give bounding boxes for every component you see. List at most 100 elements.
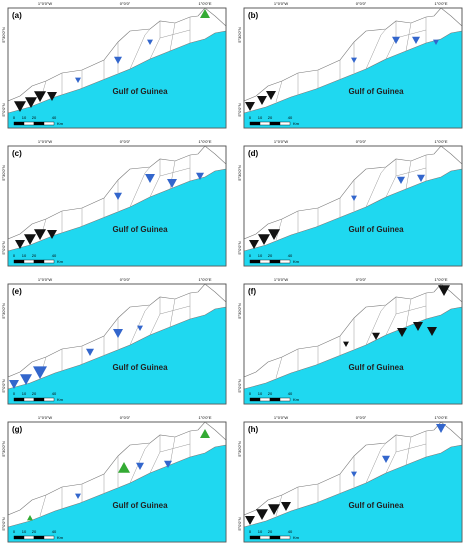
- longitude-label: 0°0'0": [356, 277, 367, 282]
- trend-down-marker: [438, 285, 450, 296]
- scale-bar-segment: [259, 535, 271, 540]
- latitude-label: 5°0'0"N: [237, 241, 242, 254]
- panel-label: (f): [248, 287, 256, 296]
- trend-down-marker: [136, 462, 144, 470]
- trend-down-marker: [343, 341, 349, 347]
- latitude-label: 5°30'0"N: [1, 303, 6, 319]
- scale-label: 10: [22, 253, 27, 258]
- latitude-label: 5°30'0"N: [1, 27, 6, 43]
- scale-label: 0: [249, 529, 252, 534]
- scale-bar-segment: [13, 535, 25, 540]
- longitude-label: 1°0'0"E: [198, 1, 211, 6]
- panel-label: (a): [12, 11, 22, 20]
- sea: [8, 169, 226, 266]
- sea: [8, 307, 226, 404]
- latitude-label: 5°30'0"N: [237, 303, 242, 319]
- scale-label: 0: [13, 391, 16, 396]
- trend-down-marker: [47, 230, 57, 239]
- scale-bar-segment: [279, 121, 291, 126]
- longitude-label: 1°0'0"E: [198, 139, 211, 144]
- trend-down-marker: [412, 36, 420, 44]
- latitude-label: 5°0'0"N: [237, 103, 242, 116]
- sea: [244, 169, 462, 266]
- scale-label: 0: [13, 115, 16, 120]
- scale-bar-segment: [43, 397, 55, 402]
- scale-bar-segment: [23, 259, 35, 264]
- scale-label: 40: [52, 391, 57, 396]
- scale-bar-segment: [279, 397, 291, 402]
- scale-unit: Km: [293, 259, 300, 264]
- trend-down-marker: [268, 229, 280, 240]
- trend-down-marker: [249, 240, 259, 249]
- trend-up-marker: [200, 429, 210, 438]
- latitude-label: 5°30'0"N: [237, 165, 242, 181]
- district-border: [405, 436, 412, 466]
- longitude-label: 1°0'0"E: [434, 1, 447, 6]
- scale-unit: Km: [293, 535, 300, 540]
- sea-label: Gulf of Guinea: [112, 87, 168, 96]
- district-border: [159, 167, 191, 177]
- district-border: [159, 305, 191, 315]
- frame-outline: [243, 421, 463, 543]
- district-border: [129, 166, 151, 208]
- longitude-label: 1°0'0"W: [38, 277, 52, 282]
- scale-bar-segment: [33, 259, 45, 264]
- scale-label: 20: [268, 115, 273, 120]
- trend-down-marker: [351, 57, 357, 63]
- sea-label: Gulf of Guinea: [112, 225, 168, 234]
- scale-bar-segment: [33, 535, 45, 540]
- scale-bar-segment: [43, 259, 55, 264]
- scale-unit: Km: [57, 121, 64, 126]
- scale-bar-segment: [43, 535, 55, 540]
- panel-label: (g): [12, 425, 23, 434]
- district-border: [395, 443, 427, 453]
- frame-outline: [7, 283, 227, 405]
- trend-down-marker: [382, 455, 390, 463]
- scale-label: 40: [288, 391, 293, 396]
- trend-up-marker: [118, 462, 130, 473]
- scale-bar-segment: [279, 259, 291, 264]
- trend-down-marker: [266, 91, 276, 100]
- trend-down-marker: [9, 380, 19, 389]
- scale-label: 20: [268, 253, 273, 258]
- trend-up-marker: [200, 9, 210, 18]
- sea: [244, 307, 462, 404]
- sea-label: Gulf of Guinea: [348, 87, 404, 96]
- frame-outline: [7, 145, 227, 267]
- sea: [244, 445, 462, 542]
- longitude-label: 1°0'0"E: [434, 277, 447, 282]
- longitude-label: 1°0'0"E: [198, 415, 211, 420]
- panel-label: (c): [12, 149, 22, 158]
- longitude-label: 1°0'0"W: [38, 139, 52, 144]
- district-border: [169, 22, 176, 52]
- scale-bar-segment: [43, 121, 55, 126]
- trend-down-marker: [15, 240, 25, 249]
- trend-down-marker: [24, 234, 36, 245]
- trend-down-marker: [196, 172, 204, 180]
- longitude-label: 1°0'0"W: [38, 1, 52, 6]
- district-border: [159, 443, 191, 453]
- latitude-label: 5°0'0"N: [1, 241, 6, 254]
- land: [7, 283, 227, 390]
- trend-down-marker: [413, 322, 423, 331]
- district-border: [365, 28, 387, 70]
- scale-label: 20: [32, 253, 37, 258]
- scale-label: 20: [268, 529, 273, 534]
- scale-label: 10: [22, 529, 27, 534]
- longitude-label: 0°0'0": [120, 139, 131, 144]
- trend-down-marker: [427, 327, 437, 336]
- scale-bar-segment: [33, 397, 45, 402]
- scale-label: 10: [22, 115, 27, 120]
- district-border: [405, 160, 412, 190]
- scale-label: 20: [32, 391, 37, 396]
- trend-down-marker: [114, 56, 122, 64]
- scale-label: 40: [288, 115, 293, 120]
- scale-unit: Km: [57, 259, 64, 264]
- scale-bar-segment: [13, 259, 25, 264]
- scale-label: 20: [268, 391, 273, 396]
- scale-bar-segment: [23, 535, 35, 540]
- scale-bar-segment: [279, 535, 291, 540]
- scale-bar-segment: [269, 535, 281, 540]
- scale-bar-segment: [249, 121, 261, 126]
- frame-outline: [7, 7, 227, 129]
